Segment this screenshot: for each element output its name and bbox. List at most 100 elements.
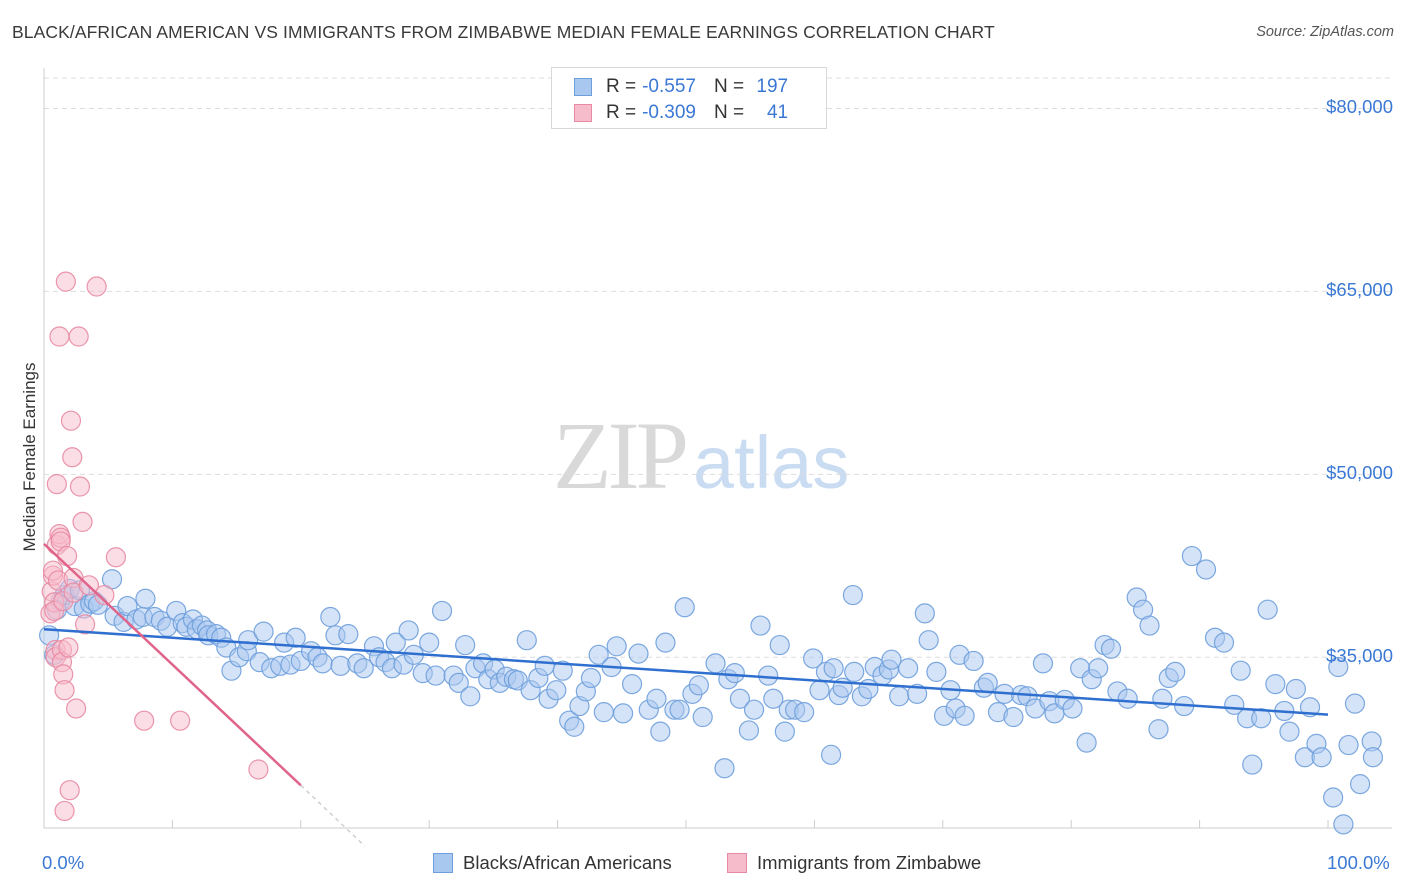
- blacks-data-point: [1344, 693, 1366, 714]
- y-tick-label: $80,000: [1326, 96, 1393, 118]
- series-legend-blacks-label: Blacks/African Americans: [463, 852, 672, 873]
- blacks-data-point: [977, 672, 998, 693]
- legend-row-zimbabwe: R = -0.309 N = 41: [574, 101, 788, 125]
- legend-n-label: N =: [713, 102, 745, 123]
- blacks-data-point: [320, 606, 341, 628]
- chart-title: BLACK/AFRICAN AMERICAN VS IMMIGRANTS FRO…: [12, 22, 995, 42]
- blacks-data-point: [669, 699, 690, 720]
- blacks-data-point: [135, 588, 156, 609]
- zimbabwe-data-point: [46, 473, 67, 495]
- blacks-data-point: [763, 688, 784, 709]
- legend-n-value-zimbabwe: 41: [766, 102, 789, 123]
- blacks-data-point: [926, 661, 947, 683]
- zimbabwe-data-point: [134, 710, 155, 731]
- blacks-data-point: [431, 600, 453, 622]
- zimbabwe-data-point: [55, 271, 76, 292]
- blacks-data-point: [588, 644, 609, 665]
- legend-r-value-blacks: -0.557: [642, 76, 696, 97]
- zimbabwe-data-point: [49, 326, 70, 347]
- blacks-data-point: [692, 706, 713, 728]
- blacks-data-point: [612, 703, 634, 724]
- blacks-data-point: [285, 627, 306, 648]
- zimbabwe-data-point: [59, 780, 80, 801]
- zimbabwe-trend-line: [43, 542, 302, 787]
- blacks-data-point: [1032, 653, 1054, 674]
- y-axis-label: Median Female Earnings: [20, 362, 39, 552]
- blacks-data-point: [1285, 678, 1307, 700]
- blacks-data-point: [774, 721, 795, 742]
- blacks-data-point: [253, 621, 274, 642]
- blacks-data-point: [1328, 656, 1349, 678]
- blacks-data-point: [907, 683, 928, 704]
- gridlines: [44, 77, 1392, 658]
- blacks-data-point: [1323, 787, 1344, 808]
- legend-n-label: N =: [713, 76, 745, 97]
- blacks-data-point: [1100, 638, 1122, 659]
- blacks-data-point: [552, 660, 573, 681]
- blacks-data-point: [516, 630, 537, 651]
- blacks-data-point: [564, 716, 585, 737]
- zimbabwe-data-point: [62, 447, 83, 468]
- blacks-data-point: [646, 688, 667, 709]
- blacks-data-point: [714, 758, 735, 779]
- blacks-data-point: [425, 665, 446, 686]
- blacks-data-point: [1265, 673, 1286, 695]
- blacks-data-point: [898, 658, 919, 679]
- zimbabwe-points-group: [40, 271, 269, 822]
- blacks-data-point: [621, 673, 643, 695]
- blacks-data-point: [606, 636, 627, 657]
- correlation-legend: R = -0.557 N = 197 R = -0.309 N = 41: [551, 67, 827, 129]
- blacks-points-group: [39, 545, 1384, 835]
- zimbabwe-data-point: [54, 800, 75, 822]
- blacks-data-point: [1139, 615, 1160, 636]
- blacks-data-point: [1349, 773, 1371, 795]
- blacks-data-point: [820, 744, 842, 765]
- blacks-data-point: [823, 658, 844, 679]
- series-legend: Blacks/African Americans Immigrants from…: [0, 852, 1406, 878]
- series-swatch-pink: [727, 853, 747, 873]
- blacks-data-point: [758, 665, 779, 686]
- legend-swatch-blue: [574, 78, 592, 96]
- blacks-data-point: [963, 650, 984, 672]
- y-tick-label: $65,000: [1326, 279, 1393, 301]
- axes: [43, 68, 1392, 829]
- blacks-data-point: [889, 686, 910, 707]
- blacks-data-point: [655, 632, 676, 653]
- blacks-data-point: [914, 603, 935, 624]
- legend-n-value-blacks: 197: [756, 76, 789, 97]
- blacks-data-point: [455, 634, 476, 656]
- series-legend-blacks[interactable]: Blacks/African Americans: [433, 852, 672, 874]
- zimbabwe-data-point: [69, 476, 91, 497]
- blacks-data-point: [1213, 632, 1235, 653]
- zimbabwe-data-point: [94, 584, 115, 606]
- series-legend-zimbabwe[interactable]: Immigrants from Zimbabwe: [727, 852, 981, 874]
- blacks-data-point: [1088, 658, 1109, 679]
- blacks-data-point: [794, 702, 815, 723]
- blacks-trend-line: [43, 627, 1329, 716]
- blacks-data-point: [448, 672, 469, 693]
- blacks-data-point: [628, 643, 649, 664]
- blacks-data-point: [338, 623, 359, 645]
- blacks-data-point: [688, 675, 709, 696]
- blacks-data-point: [1242, 754, 1263, 775]
- blacks-data-point: [330, 655, 351, 676]
- blacks-data-point: [1279, 721, 1300, 742]
- zimbabwe-data-point: [248, 759, 269, 780]
- blacks-data-point: [238, 630, 259, 651]
- blacks-data-point: [844, 661, 865, 683]
- blacks-data-point: [1148, 719, 1169, 740]
- zimbabwe-data-point: [72, 511, 93, 533]
- blacks-data-point: [1117, 688, 1138, 709]
- zimbabwe-data-point: [105, 547, 127, 568]
- blacks-data-point: [534, 655, 555, 676]
- blacks-data-point: [803, 648, 824, 669]
- blacks-data-point: [593, 702, 614, 723]
- blacks-data-point: [769, 634, 790, 656]
- series-legend-zimbabwe-label: Immigrants from Zimbabwe: [757, 852, 982, 873]
- blacks-data-point: [460, 686, 481, 707]
- blacks-data-point: [1003, 706, 1024, 728]
- blacks-data-point: [705, 653, 726, 674]
- zimbabwe-data-point: [60, 410, 82, 431]
- chart-source: Source: ZipAtlas.com: [1256, 24, 1394, 40]
- blacks-data-point: [1076, 732, 1097, 753]
